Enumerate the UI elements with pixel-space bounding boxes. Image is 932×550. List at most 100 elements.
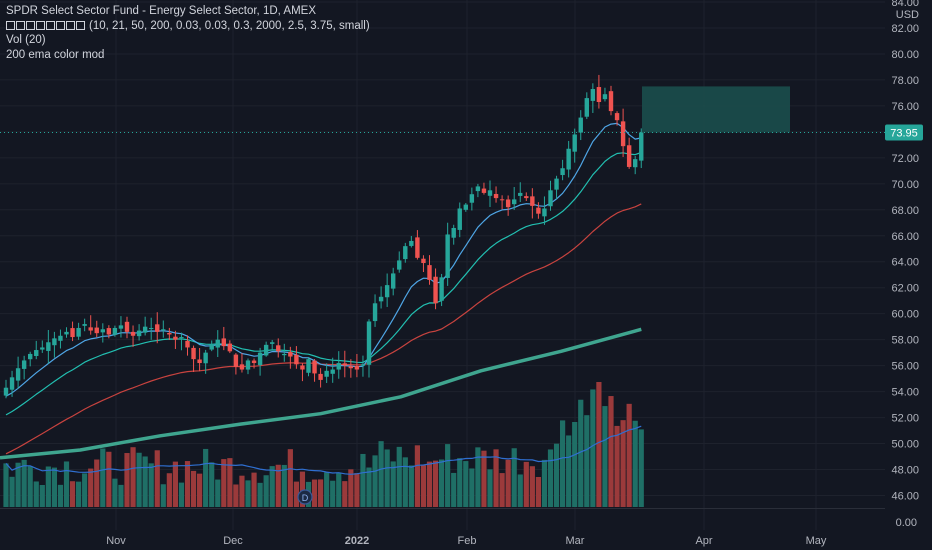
candle-body (270, 342, 275, 344)
month-label: Apr (695, 535, 712, 547)
indicator-glyph (6, 20, 15, 30)
chart-legend: SPDR Select Sector Fund - Energy Select … (6, 4, 370, 62)
candle-body (263, 344, 269, 356)
volume-bar (511, 448, 517, 507)
volume-bar (100, 448, 106, 507)
volume-bar (203, 448, 209, 507)
candle-body (88, 327, 93, 331)
volume-bar (57, 484, 64, 507)
volume-bar (402, 457, 408, 507)
candle-body (463, 204, 468, 210)
candle-body (161, 329, 166, 331)
candle-body (530, 196, 535, 206)
volume-bar (445, 444, 451, 507)
earnings-marker: D (297, 489, 313, 505)
candle-body (155, 324, 160, 332)
volume-bar (372, 455, 378, 507)
volume-bar (487, 469, 493, 507)
volume-bar (293, 481, 299, 507)
month-label: Feb (458, 535, 477, 547)
volume-bar (590, 389, 596, 507)
candle-body (633, 159, 638, 168)
volume-bar (3, 463, 9, 507)
candle-body (130, 331, 136, 336)
candle-body (614, 113, 620, 121)
candle-body (185, 340, 190, 348)
candle-body (173, 336, 178, 340)
month-label: 2022 (345, 535, 369, 547)
candle-body (524, 196, 529, 199)
volume-bar (614, 425, 620, 507)
volume-bar (439, 459, 445, 507)
volume-ma-line (5, 425, 642, 475)
volume-bar (384, 449, 390, 507)
candle-body (342, 363, 347, 366)
candle-body (34, 350, 39, 357)
volume-bar (330, 480, 336, 507)
volume-bar (21, 459, 27, 507)
price-tick-label: 60.00 (891, 309, 919, 321)
candle-body (324, 370, 329, 377)
price-tick-label: 52.00 (891, 413, 919, 425)
candle-body (70, 328, 75, 338)
volume-bar (287, 449, 293, 507)
price-tick-label: 78.00 (891, 75, 919, 87)
indicator-glyph (26, 20, 35, 30)
volume-bar (396, 446, 402, 507)
month-label: Nov (106, 535, 126, 547)
candle-body (602, 94, 608, 100)
legend-volume: Vol (20) (6, 34, 46, 46)
candle-body (421, 258, 426, 264)
candle-body (233, 354, 239, 367)
candle-body (82, 324, 87, 326)
candle-body (403, 246, 408, 260)
volume-bar (148, 463, 154, 507)
candle-body (3, 387, 9, 396)
candle-body (112, 327, 118, 335)
volume-bar (154, 450, 160, 507)
target-zone (642, 86, 790, 133)
volume-bar (136, 452, 142, 507)
candle-body (52, 338, 57, 346)
volume-bar (560, 420, 566, 507)
candle-body (46, 342, 51, 351)
volume-bar (469, 468, 475, 507)
volume-bar (529, 466, 535, 507)
candle-body (142, 326, 148, 333)
candle-body (433, 276, 438, 304)
volume-bar (45, 466, 51, 507)
candle-body (294, 354, 299, 365)
month-label: Mar (566, 535, 585, 547)
volume-bar (517, 474, 523, 507)
volume-bar (547, 449, 554, 507)
volume-bar (251, 472, 257, 507)
candle-body (118, 325, 124, 329)
month-label: Dec (223, 535, 243, 547)
candle-body (427, 265, 432, 280)
candle-body (58, 335, 63, 341)
candle-body (15, 368, 21, 381)
currency-label: USD (896, 9, 919, 21)
volume-bar (414, 445, 420, 507)
candle-body (560, 168, 565, 176)
volume-bar (523, 461, 529, 507)
dividend-marker-icon (297, 489, 313, 505)
candle-body (9, 377, 15, 390)
volume-bar (215, 479, 221, 507)
price-tick-label: 68.00 (891, 205, 919, 217)
volume-bar (160, 484, 166, 507)
indicator-glyph (36, 20, 45, 30)
grid-lines (0, 0, 885, 530)
legend-ema: 200 ema color mod (6, 48, 105, 61)
candle-body (584, 98, 589, 117)
price-tick-label: 70.00 (891, 179, 919, 191)
candle-body (221, 338, 226, 347)
volume-bar (578, 399, 584, 507)
volume-bar (221, 459, 227, 507)
volume-bar (245, 480, 251, 507)
candle-body (167, 332, 172, 335)
candle-body (239, 364, 245, 370)
volume-bar (166, 473, 172, 507)
candle-body (415, 237, 420, 258)
